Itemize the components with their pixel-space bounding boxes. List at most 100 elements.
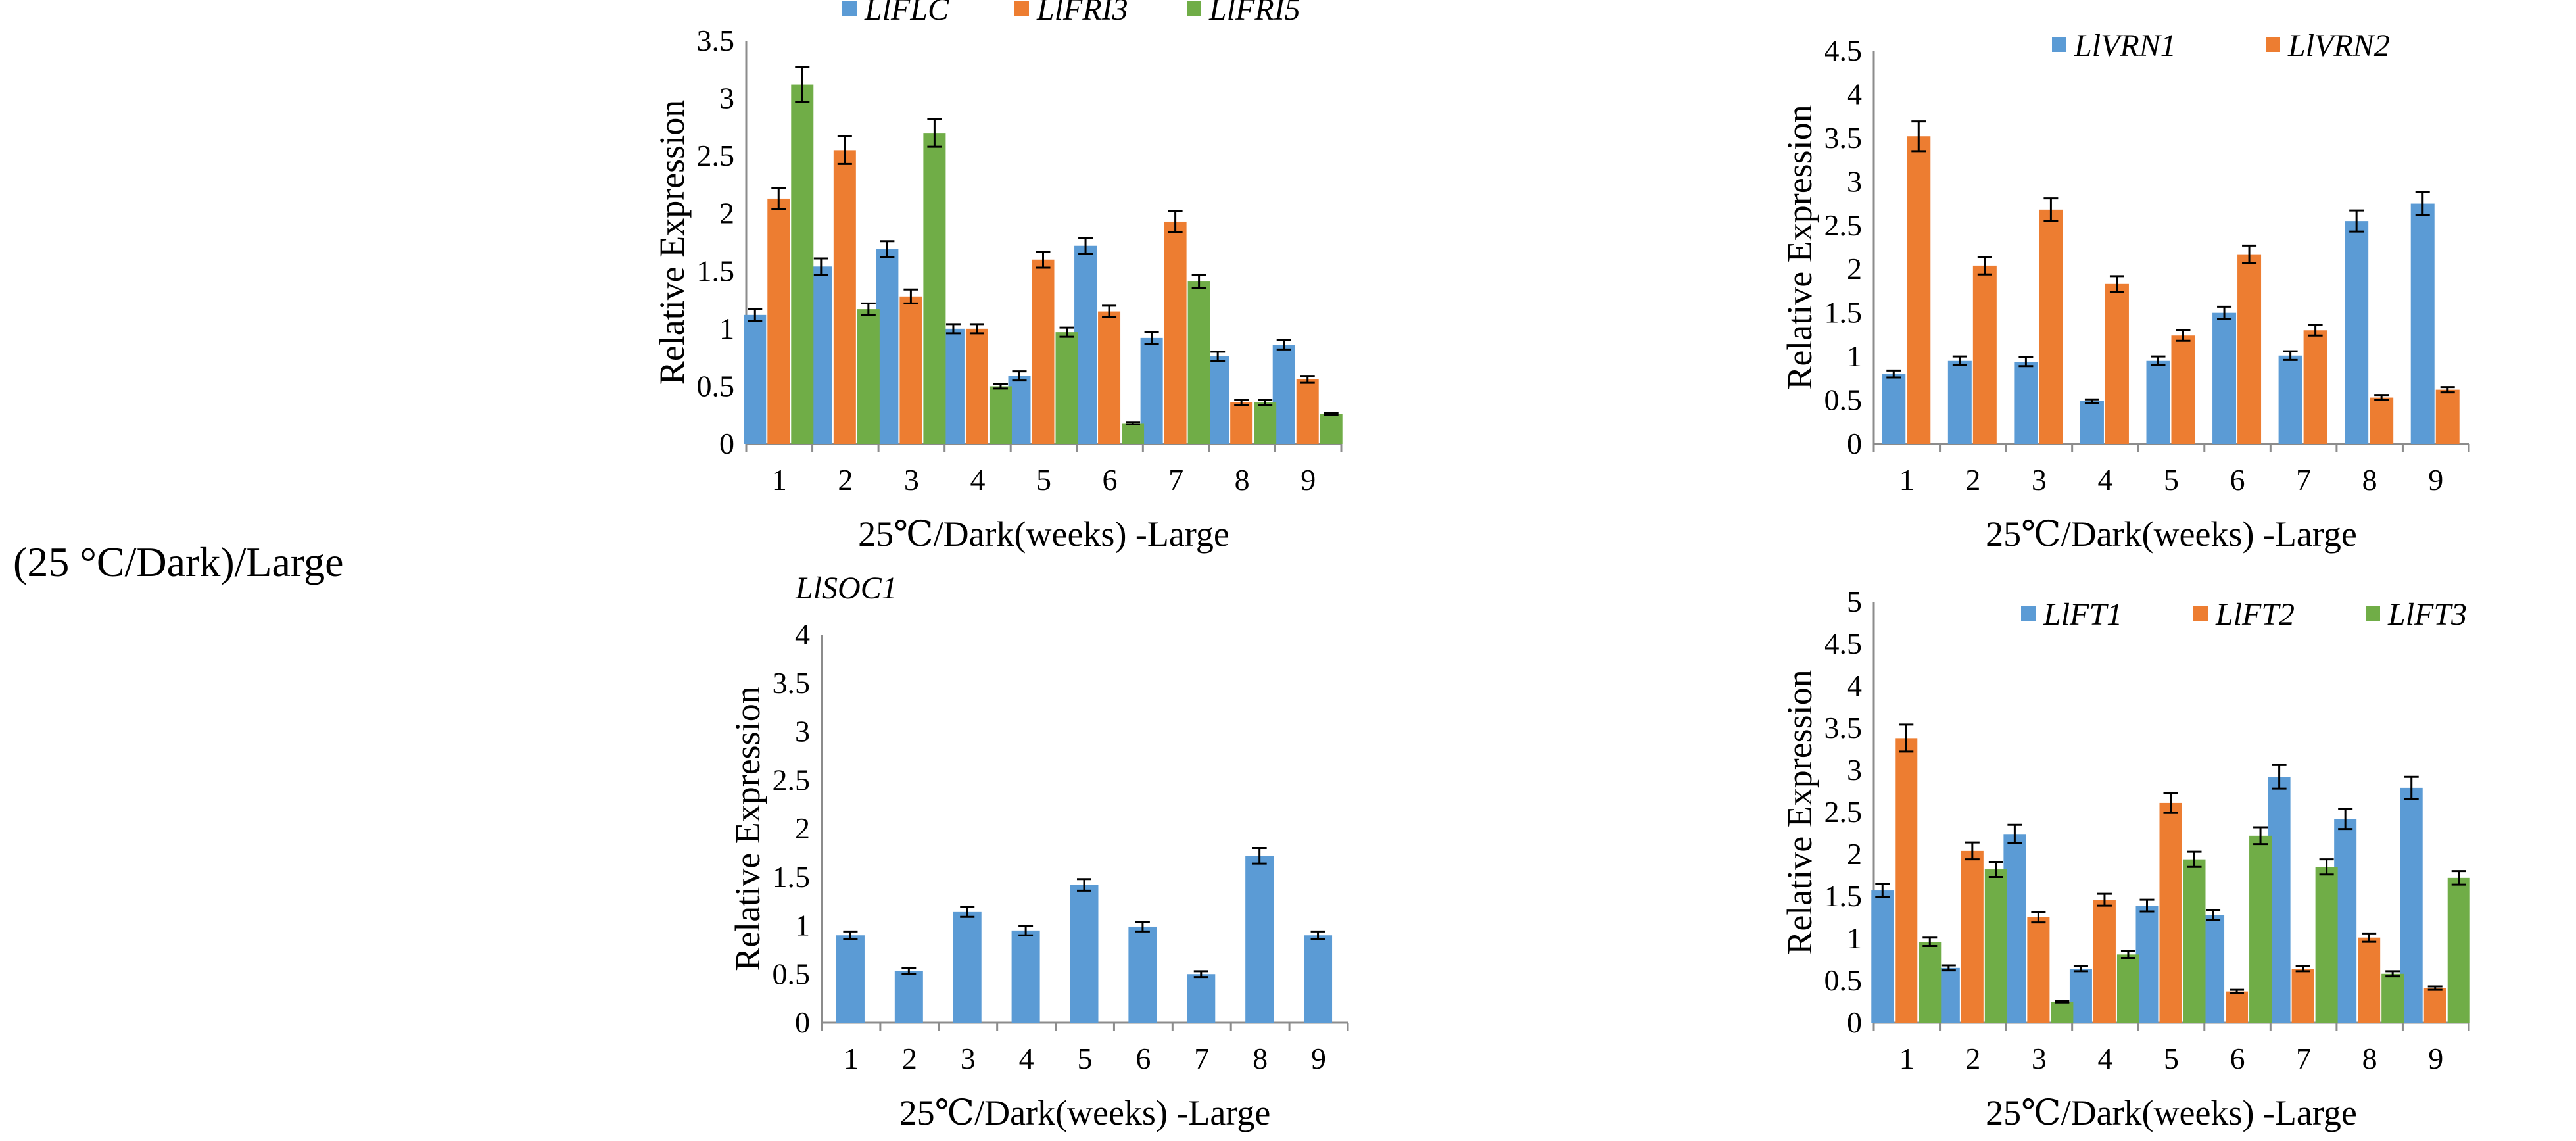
bar [2171, 335, 2195, 444]
y-axis-title: Relative Expression [728, 686, 767, 971]
y-tick-label: 5 [1847, 585, 1862, 618]
bar [791, 84, 814, 444]
y-axis-title: Relative Expression [1780, 105, 1819, 389]
legend-marker [2193, 606, 2208, 621]
bar [1032, 259, 1055, 444]
y-tick-label: 3 [795, 715, 810, 748]
bar [2146, 360, 2170, 444]
bar [2202, 915, 2225, 1023]
bar [1947, 360, 1972, 444]
bar [1055, 332, 1078, 444]
y-tick-label: 1 [795, 909, 810, 942]
x-tick-label: 7 [1194, 1042, 1209, 1075]
bar [2135, 906, 2159, 1023]
x-tick-label: 8 [1235, 463, 1250, 497]
x-tick-label: 6 [1135, 1042, 1151, 1075]
x-tick-label: 6 [2230, 463, 2245, 497]
x-tick-label: 2 [1965, 1042, 1980, 1075]
bar [857, 309, 880, 444]
x-tick-label: 4 [1019, 1042, 1034, 1075]
legend-label: LlFRI5 [1208, 0, 1300, 27]
x-tick-label: 9 [1311, 1042, 1326, 1075]
bar [1140, 337, 1163, 444]
x-tick-label: 8 [2362, 1042, 2377, 1075]
y-tick-label: 0.5 [1825, 383, 1863, 417]
bar [1098, 311, 1121, 444]
y-tick-label: 0 [719, 427, 734, 460]
bar [2105, 283, 2129, 444]
legend-label: LlFT1 [2043, 597, 2122, 632]
y-tick-label: 1 [1847, 921, 1862, 955]
y-tick-label: 4 [1847, 669, 1862, 702]
bar [2315, 867, 2338, 1023]
bar [2093, 900, 2116, 1023]
bar [899, 296, 922, 444]
bar [1304, 935, 1333, 1023]
y-tick-label: 2 [1847, 252, 1862, 285]
bar [1871, 890, 1894, 1023]
y-tick-label: 0 [1847, 1006, 1862, 1039]
bar [1187, 281, 1210, 444]
bar [1122, 423, 1145, 444]
bar [923, 133, 946, 444]
bar [2291, 969, 2314, 1023]
y-tick-label: 3.5 [1825, 711, 1863, 744]
bar [2381, 973, 2404, 1023]
x-tick-label: 4 [970, 463, 985, 497]
x-tick-label: 9 [2428, 463, 2443, 497]
legend-marker [2052, 37, 2066, 52]
y-tick-label: 3 [1847, 164, 1862, 198]
bar [2303, 330, 2327, 444]
x-tick-label: 2 [838, 463, 853, 497]
chart-ft: 0 0.5 1 1.5 2 2.5 3 3.5 4 4.5 5 1 2 3 4 5 6 7 8 9 LlFT1 LlFT2… [1780, 585, 2470, 1132]
bar [2410, 203, 2435, 444]
y-tick-label: 3 [1847, 753, 1862, 787]
bar [2370, 397, 2394, 444]
x-tick-label: 4 [2097, 1042, 2112, 1075]
bar [2249, 835, 2272, 1023]
bar [2334, 819, 2357, 1023]
y-tick-label: 3.5 [773, 666, 811, 700]
y-tick-label: 2.5 [1825, 795, 1863, 829]
bar [894, 971, 923, 1023]
bar [1937, 967, 1960, 1023]
bar [1984, 869, 2007, 1023]
bar [1230, 402, 1253, 444]
bar [1011, 930, 1040, 1023]
bar [1320, 414, 1343, 444]
bar [1254, 402, 1277, 444]
legend-marker [2021, 606, 2036, 621]
x-tick-label: 1 [1899, 463, 1915, 497]
x-tick-label: 1 [772, 463, 787, 497]
y-tick-label: 1 [719, 312, 734, 345]
legend-label: LlFRI3 [1036, 0, 1128, 27]
y-tick-label: 1.5 [697, 254, 735, 287]
chart-flc-fri: 0 0.5 1 1.5 2 2.5 3 3.5 1 2 3 4 5 6 7 8 9 LlFLC LlFRI3 LlFR… [652, 0, 1343, 554]
y-tick-label: 4 [795, 618, 810, 651]
x-tick-label: 7 [2296, 1042, 2311, 1075]
bar [836, 935, 865, 1023]
chart-soc1: 0 0.5 1 1.5 2 2.5 3 3.5 4 1 2 3 4 5 6 7 8 9 LlSOC1 Relative… [728, 571, 1349, 1132]
bar [942, 328, 965, 444]
x-tick-label: 9 [2428, 1042, 2443, 1075]
y-tick-label: 0 [795, 1006, 810, 1039]
x-tick-label: 5 [1078, 1042, 1093, 1075]
legend-marker [1014, 1, 1029, 16]
bar [1961, 850, 1984, 1023]
y-tick-label: 1.5 [773, 860, 811, 894]
y-tick-label: 1.5 [1825, 296, 1863, 329]
bar [767, 198, 790, 444]
side-label: (25 °C/Dark)/Large [13, 539, 344, 585]
bar [1206, 356, 1229, 444]
x-tick-label: 8 [2362, 463, 2377, 497]
x-tick-label: 1 [1899, 1042, 1915, 1075]
legend-label: LlVRN2 [2287, 28, 2390, 63]
y-tick-label: 4.5 [1825, 34, 1863, 67]
bar [2116, 954, 2139, 1023]
bar [1164, 221, 1187, 444]
bar [2183, 859, 2206, 1023]
legend-marker [2366, 606, 2380, 621]
legend-label: LlFT2 [2215, 597, 2295, 632]
bar [2226, 991, 2249, 1023]
x-axis-title: 25℃/Dark(weeks) -Large [1986, 1093, 2357, 1132]
